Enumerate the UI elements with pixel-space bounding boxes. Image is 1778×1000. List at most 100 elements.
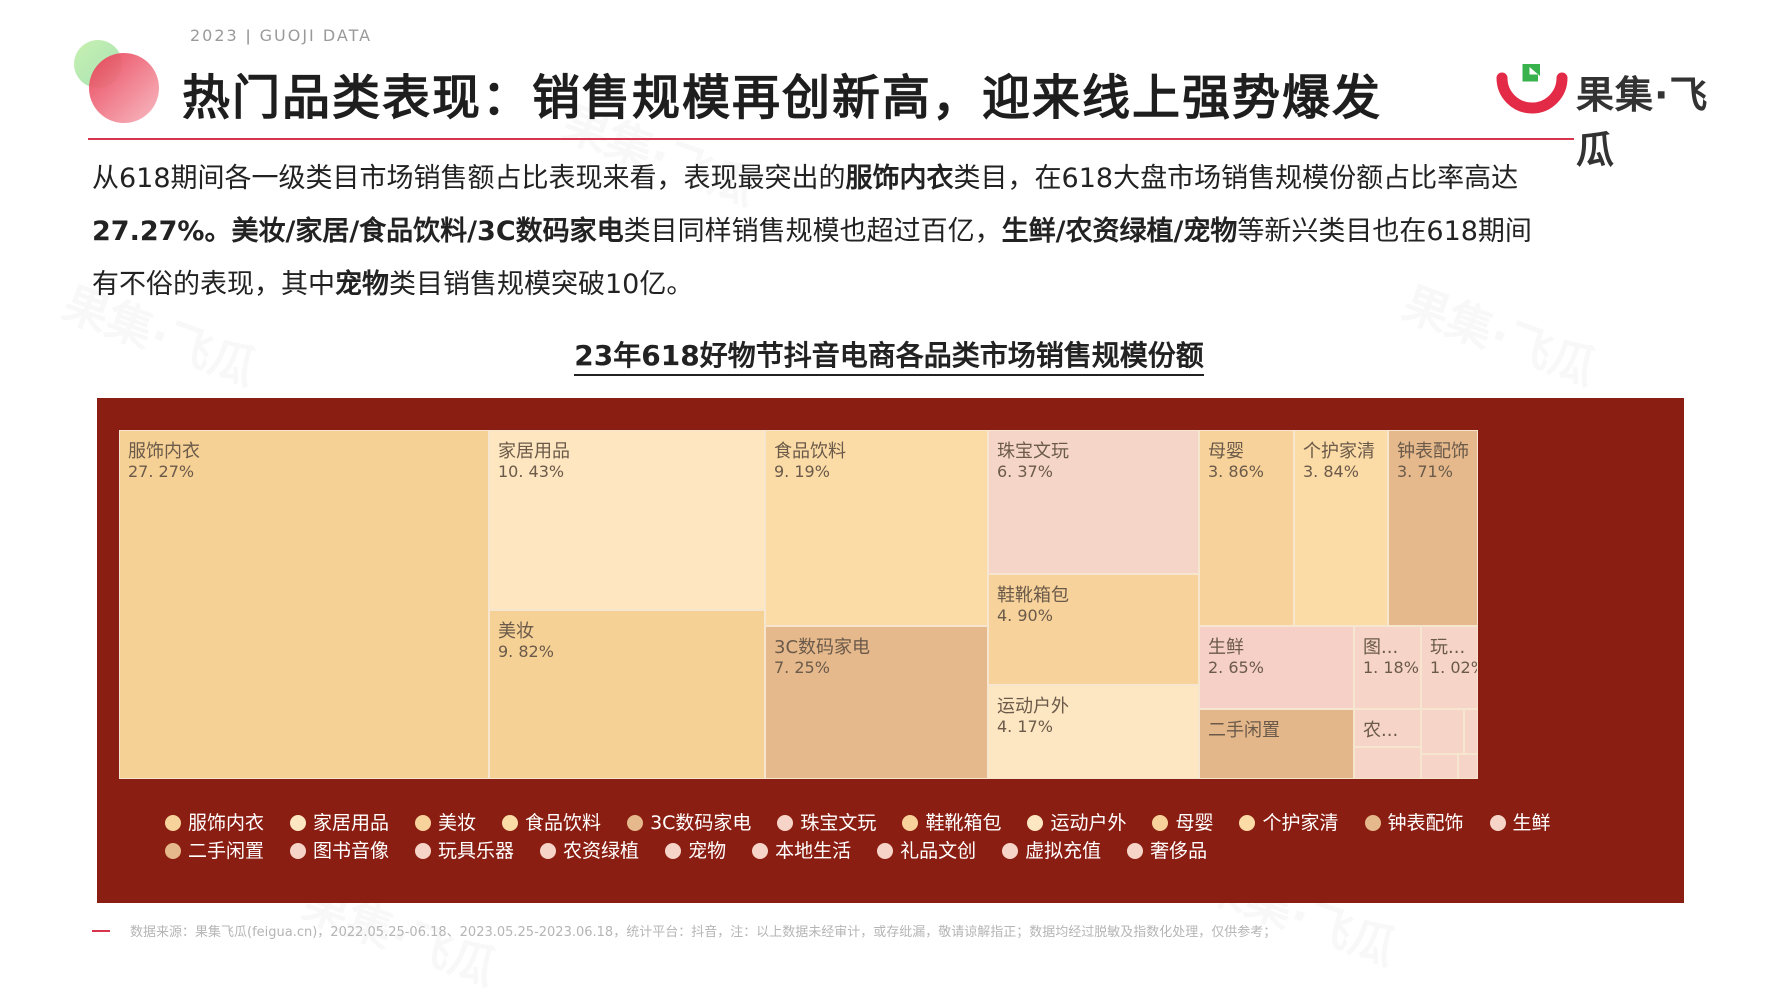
treemap-label: 服饰内衣 [128,441,200,462]
desc-highlight: 宠物 [335,269,389,300]
treemap-cell: 生鲜 2. 65% [1199,626,1354,709]
treemap-cell: 3C数码家电 7. 25% [765,626,988,779]
treemap-label: 家居用品 [498,441,570,462]
legend-item: 农资绿植 [540,837,639,865]
treemap-cell: 图... 1. 18% [1354,626,1421,709]
legend-label: 母婴 [1175,812,1214,834]
description-paragraph: 从618期间各一级类目市场销售额占比表现来看，表现最突出的服饰内衣类目，在618… [92,152,1692,311]
treemap-label: 美妆 [498,621,534,642]
legend-dot-icon [540,843,557,859]
legend-item: 珠宝文玩 [777,809,876,837]
legend-dot-icon [752,843,769,859]
legend-label: 二手闲置 [188,840,265,862]
treemap-value: 2. 65% [1208,658,1264,677]
desc-text: 类目同样销售规模也超过百亿， [623,216,1002,247]
legend-dot-icon [290,843,307,859]
legend-label: 美妆 [438,812,477,834]
treemap-cell: 运动户外 4. 17% [988,685,1199,779]
treemap-value: 3. 86% [1208,462,1264,481]
treemap-label: 个护家清 [1303,441,1375,462]
treemap-cell [1464,709,1478,754]
desc-text: 类目，在618大盘市场销售规模份额占比率高达 [953,163,1519,194]
legend-label: 玩具乐器 [438,840,515,862]
data-source-note: 数据来源：果集飞瓜(feigua.cn)，2022.05.25-06.18、20… [92,921,1276,940]
desc-highlight: 服饰内衣 [845,163,954,194]
chart-legend: 服饰内衣 家居用品 美妆 食品饮料 3C数码家电 珠宝文玩 鞋靴箱包 运动户外 母婴 个护家清 钟表… [165,809,1645,865]
legend-label: 家居用品 [313,812,390,834]
treemap-cell: 服饰内衣 27. 27% [119,430,489,779]
legend-label: 食品饮料 [525,812,602,834]
legend-dot-icon [777,815,794,831]
treemap-value: 7. 25% [774,658,830,677]
treemap-cell: 二手闲置 [1199,709,1354,779]
legend-item: 家居用品 [290,809,389,837]
desc-text: 从618期间各一级类目市场销售额占比表现来看，表现最突出的 [92,163,846,194]
legend-item: 服饰内衣 [165,809,264,837]
legend-dot-icon [1364,815,1381,831]
legend-label: 3C数码家电 [650,812,752,834]
treemap-label: 玩... [1430,637,1466,658]
legend-item: 本地生活 [752,837,851,865]
treemap-cell: 母婴 3. 86% [1199,430,1294,626]
brand-logo-icon [1496,64,1568,114]
legend-item: 玩具乐器 [415,837,514,865]
treemap-cell [1421,709,1464,754]
legend-item: 图书音像 [290,837,389,865]
treemap-value: 27. 27% [128,462,195,481]
legend-dot-icon [290,815,307,831]
desc-highlight: 27.27%。美妆/家居/食品饮料/3C数码家电 [92,216,624,247]
brand-name: 果集·飞瓜 [1576,73,1709,172]
treemap-label: 鞋靴箱包 [997,585,1069,606]
treemap-value: 3. 71% [1397,462,1453,481]
desc-text: 类目销售规模突破10亿。 [389,269,694,300]
treemap-cell: 玩...1. 02% [1421,626,1478,709]
legend-label: 生鲜 [1512,812,1551,834]
chart-panel: 服饰内衣 27. 27% 家居用品 10. 43% 美妆 9. 82% 食品饮料 9. 19%… [97,398,1684,903]
treemap-value: 9. 19% [774,462,830,481]
report-year-tag: 2023 ǀ GUOJI DATA [190,26,373,45]
treemap-value: 4. 17% [997,717,1053,736]
legend-dot-icon [415,843,432,859]
desc-highlight: 生鲜/农资绿植/宠物 [1001,216,1238,247]
legend-label: 钟表配饰 [1387,812,1464,834]
legend-label: 鞋靴箱包 [925,812,1002,834]
legend-dot-icon [1002,843,1019,859]
legend-item: 宠物 [665,837,726,865]
treemap-label: 钟表配饰 [1397,441,1469,462]
legend-dot-icon [1239,815,1256,831]
legend-label: 图书音像 [313,840,390,862]
decorative-circles-icon [74,40,159,123]
legend-dot-icon [165,843,181,859]
treemap-value: 6. 37% [997,462,1053,481]
treemap-value: 1. 02% [1430,658,1477,677]
treemap-value: 1. 18% [1363,658,1419,677]
source-dash [92,930,110,932]
legend-label: 奢侈品 [1150,840,1208,862]
legend-dot-icon [165,815,181,831]
title-divider [88,138,1574,140]
treemap-cell: 珠宝文玩 6. 37% [988,430,1199,574]
legend-label: 虚拟充值 [1025,840,1102,862]
legend-item: 钟表配饰 [1364,809,1464,837]
legend-label: 宠物 [688,840,727,862]
source-text: 数据来源：果集飞瓜(feigua.cn)，2022.05.25-06.18、20… [130,925,1277,940]
legend-dot-icon [902,815,919,831]
desc-text: 有不俗的表现，其中 [92,269,335,300]
treemap-label: 食品饮料 [774,441,846,462]
legend-dot-icon [1152,815,1169,831]
legend-dot-icon [665,843,682,859]
legend-item: 美妆 [415,809,476,837]
treemap-label: 生鲜 [1208,637,1244,658]
legend-label: 本地生活 [775,840,852,862]
treemap-label: 母婴 [1208,441,1244,462]
treemap-cell: 美妆 9. 82% [489,610,765,779]
legend-dot-icon [627,815,644,831]
legend-item: 虚拟充值 [1002,837,1101,865]
treemap-cell: 个护家清 3. 84% [1294,430,1388,626]
treemap-label: 运动户外 [997,696,1069,717]
treemap-cell: 食品饮料 9. 19% [765,430,988,626]
legend-item: 礼品文创 [877,837,976,865]
treemap-label: 农... [1363,720,1399,741]
legend-item: 食品饮料 [502,809,601,837]
legend-item: 个护家清 [1239,809,1339,837]
